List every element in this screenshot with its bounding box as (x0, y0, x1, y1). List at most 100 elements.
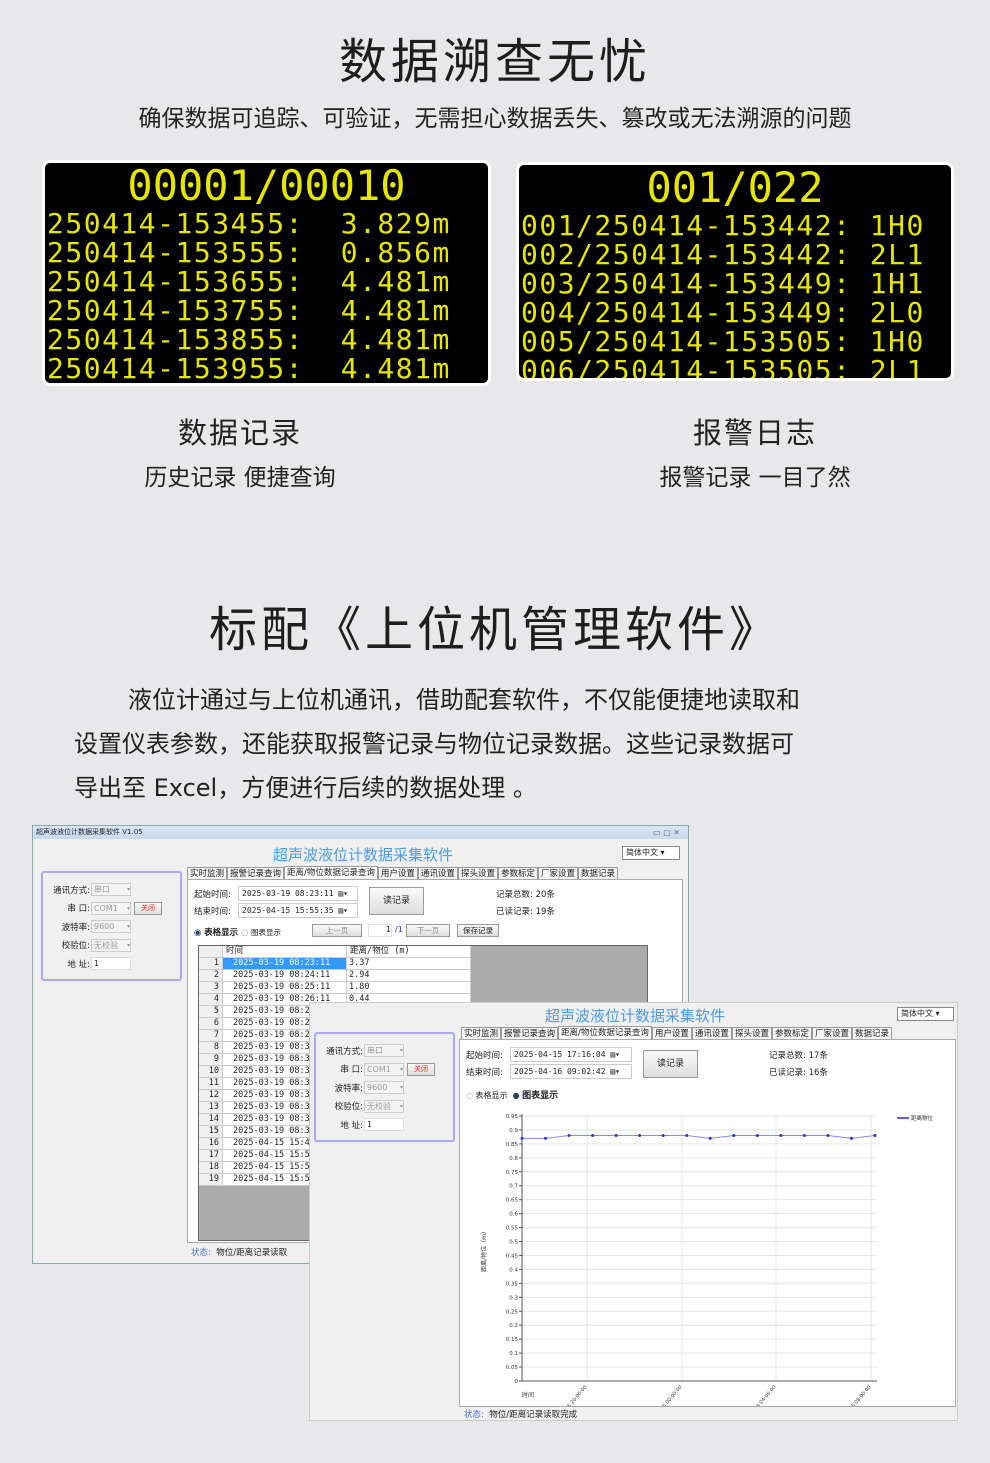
row-time: 2025-03-19 08:25:11 (223, 982, 347, 994)
tab-0[interactable]: 实时监测 (461, 1027, 502, 1040)
table-row[interactable]: 1 2025-03-19 08:23:11 3.37 (199, 958, 647, 970)
prev-page-button[interactable]: 上一页 (312, 924, 362, 937)
baud-select[interactable]: 9600 ▾ (91, 920, 131, 933)
records-total: 记录总数: 17条 (769, 1051, 828, 1061)
y-tick-label: 0.05 (506, 1365, 519, 1371)
tab-5[interactable]: 探头设置 (731, 1027, 772, 1040)
led-line: 006/250414-153505: 2L1 (521, 354, 925, 381)
section-title: 标配《上位机管理软件》 (208, 602, 781, 658)
tab-7[interactable]: 厂家设置 (537, 867, 578, 880)
next-page-button[interactable]: 下一页 (406, 924, 450, 937)
status-bar: 状态: 物位/距离记录读取 (191, 1248, 288, 1258)
led-display-alarms: 001/022 001/250414-153442: 1H0 002/250414… (516, 162, 954, 381)
row-time: 2025-03-19 08:3 (223, 1054, 311, 1066)
row-time: 2025-03-19 08:2 (223, 1030, 311, 1042)
addr-input[interactable]: 1 (91, 957, 131, 970)
close-port-button[interactable]: 关闭 (407, 1062, 435, 1076)
tab-8[interactable]: 数据记录 (577, 867, 618, 880)
table-row[interactable]: 10 2025-03-19 08:3 (199, 1066, 647, 1078)
comm-settings-group: 通讯方式: 串口 ▾ 串 口: COM1 ▾ 关闭 波特率: 9600 ▾ 校验位: 无校验 ▾… (41, 871, 182, 981)
tab-6[interactable]: 参数标定 (497, 867, 538, 880)
software-window-chart: 超声波液位计数据采集软件 简体中文 ▾ 实时监测 报警记录查询 距离/物位数据记录查… (309, 1002, 958, 1421)
tab-2[interactable]: 距离/物位数据记录查询 (558, 1026, 652, 1040)
level-chart: 0 0.05 0.1 0.15 0.2 0.25 0.3 0.35 0.4 0.45 0.5 0.55… (480, 1114, 934, 1406)
x-tick-label: 2025-04-16 08:00:00 (834, 1384, 873, 1406)
comm-field-port: 串 口: COM1 ▾ 关闭 (319, 1062, 435, 1076)
y-tick-label: 0.4 (509, 1267, 518, 1273)
baud-select[interactable]: 9600 ▾ (364, 1081, 404, 1094)
table-row[interactable]: 17 2025-04-15 15:5 (199, 1150, 647, 1162)
y-tick-label: 0.5 (509, 1240, 518, 1246)
data-point (826, 1134, 830, 1138)
tab-3[interactable]: 用户设置 (651, 1027, 692, 1040)
mode-select[interactable]: 串口 ▾ (364, 1044, 404, 1057)
window-controls[interactable]: ▭ ▢ ✕ (653, 828, 680, 837)
led-line: 250414-153555: 0.856m (47, 236, 451, 269)
port-select[interactable]: COM1 ▾ (364, 1062, 404, 1076)
row-number: 13 (199, 1102, 223, 1114)
tab-6[interactable]: 参数标定 (771, 1027, 812, 1040)
row-number: 1 (199, 958, 223, 970)
app-title: 超声波液位计数据采集软件 (272, 846, 453, 864)
tab-3[interactable]: 用户设置 (377, 867, 418, 880)
tab-8[interactable]: 数据记录 (851, 1027, 892, 1040)
series-line (522, 1135, 876, 1139)
x-tick-label: 2025-04-16 00:00:00 (645, 1384, 684, 1406)
language-select[interactable]: 简体中文 ▾ (897, 1007, 954, 1021)
start-time-field[interactable]: 2025-04-15 17:16:04 ▤▾ (510, 1047, 632, 1062)
comm-field-addr: 地 址: 1 (46, 957, 131, 970)
data-point (638, 1134, 642, 1138)
table-row[interactable]: 15 2025-03-19 08:3 (199, 1126, 647, 1138)
table-row[interactable]: 7 2025-03-19 08:2 (199, 1030, 647, 1042)
row-time: 2025-03-19 08:3 (223, 1042, 311, 1054)
row-number: 14 (199, 1114, 223, 1126)
table-row[interactable]: 9 2025-03-19 08:3 (199, 1054, 647, 1066)
y-axis-label: 距离/物位（m） (480, 1228, 488, 1272)
tab-5[interactable]: 探头设置 (457, 867, 498, 880)
row-number: 17 (199, 1150, 223, 1162)
view-radio-group[interactable]: ◉ 表格显示 ○ 图表显示 (194, 928, 281, 938)
comm-settings-group: 通讯方式: 串口 ▾ 串 口: COM1 ▾ 关闭 波特率: 9600 ▾ 校验位: 无校验 ▾… (314, 1032, 455, 1142)
tab-0[interactable]: 实时监测 (187, 867, 228, 880)
y-tick-label: 0.6 (509, 1212, 518, 1218)
tab-7[interactable]: 厂家设置 (811, 1027, 852, 1040)
field-label: 通讯方式: (53, 885, 90, 896)
table-row[interactable]: 2 2025-03-19 08:24:11 2.94 (199, 970, 647, 982)
table-row[interactable]: 6 2025-03-19 08:2 (199, 1018, 647, 1030)
port-select[interactable]: COM1 ▾ (91, 901, 131, 915)
page-input[interactable]: 1 (368, 924, 392, 937)
data-point (849, 1136, 853, 1140)
start-time-field[interactable]: 2025-03-19 08:23:11 ▤▾ (238, 886, 358, 901)
row-time: 2025-03-19 08:3 (223, 1126, 311, 1138)
row-time: 2025-04-15 15:4 (223, 1138, 311, 1150)
row-time: 2025-03-19 08:24:11 (223, 970, 347, 982)
parity-select[interactable]: 无校验 ▾ (364, 1099, 404, 1113)
x-axis-label: 时间 (522, 1391, 534, 1399)
read-records-button[interactable]: 读记录 (369, 887, 424, 915)
parity-select[interactable]: 无校验 ▾ (91, 938, 131, 952)
led-header: 001/022 (646, 163, 824, 212)
close-port-button[interactable]: 关闭 (134, 901, 162, 915)
table-row[interactable]: 3 2025-03-19 08:25:11 1.80 (199, 982, 647, 994)
table-row[interactable]: 19 2025-04-15 15:5 (199, 1174, 647, 1186)
table-row[interactable]: 16 2025-04-15 15:4 (199, 1138, 647, 1150)
tab-1[interactable]: 报警记录查询 (227, 867, 285, 880)
tab-4[interactable]: 通讯设置 (691, 1027, 732, 1040)
addr-input[interactable]: 1 (364, 1118, 404, 1131)
table-row[interactable]: 18 2025-04-15 15:5 (199, 1162, 647, 1174)
mode-select[interactable]: 串口 ▾ (91, 883, 131, 896)
data-point (544, 1136, 548, 1140)
comm-field-baud: 波特率: 9600 ▾ (46, 920, 131, 933)
save-records-button[interactable]: 保存记录 (457, 924, 499, 937)
read-records-button[interactable]: 读记录 (643, 1050, 698, 1078)
tab-4[interactable]: 通讯设置 (417, 867, 458, 880)
end-time-field[interactable]: 2025-04-15 15:55:35 ▤▾ (238, 903, 358, 918)
tab-1[interactable]: 报警记录查询 (501, 1027, 559, 1040)
view-radio-group[interactable]: ○ 表格显示 ● 图表显示 (466, 1091, 559, 1101)
end-time-label: 结束时间: (194, 907, 231, 917)
tab-2[interactable]: 距离/物位数据记录查询 (284, 866, 378, 880)
language-select[interactable]: 简体中文 ▾ (622, 846, 680, 860)
end-time-field[interactable]: 2025-04-16 09:02:42 ▤▾ (510, 1064, 632, 1079)
status-bar: 状态: 物位/距离记录读取完成 (464, 1410, 578, 1420)
led-line: 004/250414-153449: 2L0 (521, 296, 925, 329)
